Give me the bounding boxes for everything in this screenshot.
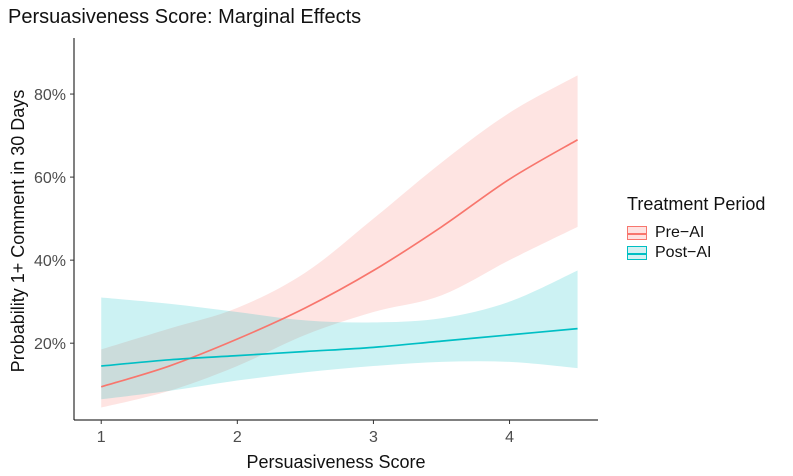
legend-item-post-ai: Post−AI — [627, 243, 765, 263]
series-line-post-ai — [101, 327, 578, 367]
y-tick-label: 20% — [34, 336, 66, 353]
x-axis-label: Persuasiveness Score — [246, 452, 425, 472]
y-tick-label: 80% — [34, 87, 66, 104]
confidence-bands — [101, 75, 578, 408]
legend-item-pre-ai: Pre−AI — [627, 223, 765, 243]
y-axis-ticks: 20% 40% 60% 80% — [34, 87, 74, 353]
legend-title: Treatment Period — [627, 194, 766, 214]
x-tick-label: 3 — [369, 429, 378, 446]
series-line-pre-ai — [100, 138, 579, 388]
legend-key-pre-ai — [627, 226, 647, 240]
legend-label-post-ai: Post−AI — [655, 244, 712, 261]
series-lines — [100, 138, 579, 388]
legend-key-post-ai — [627, 246, 647, 260]
axes — [73, 38, 598, 421]
y-tick-label: 40% — [34, 253, 66, 270]
legend-label-pre-ai: Pre−AI — [655, 224, 705, 241]
confidence-band-pre-ai — [101, 75, 578, 408]
x-axis-ticks: 1 2 3 4 — [97, 420, 514, 446]
y-axis-label: Probability 1+ Comment in 30 Days — [8, 90, 28, 373]
confidence-band-post-ai — [101, 270, 578, 400]
chart-title: Persuasiveness Score: Marginal Effects — [8, 6, 362, 28]
x-tick-label: 4 — [505, 429, 514, 446]
x-tick-label: 2 — [233, 429, 242, 446]
legend: Treatment Period Pre−AI Post−AI — [627, 194, 765, 263]
x-tick-label: 1 — [97, 429, 106, 446]
y-tick-label: 60% — [34, 170, 66, 187]
